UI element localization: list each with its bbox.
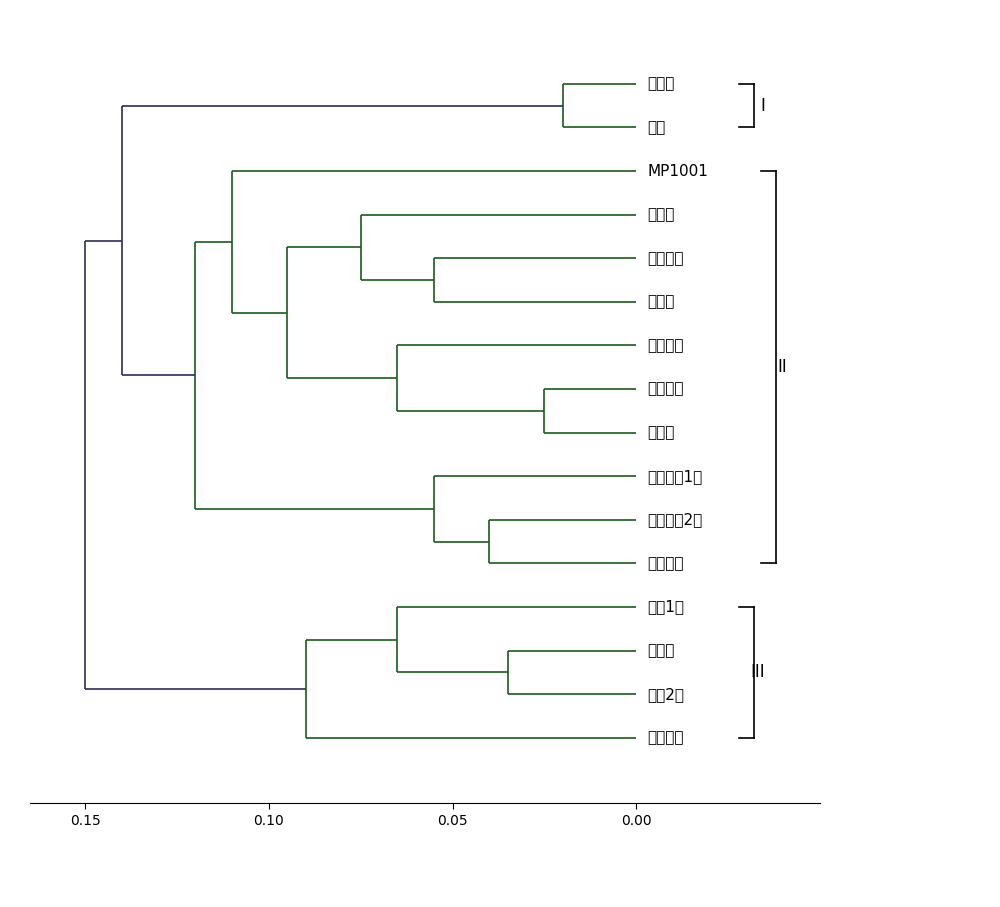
Text: I: I bbox=[760, 97, 765, 114]
Text: 四明雪芽: 四明雪芽 bbox=[647, 382, 684, 396]
Text: 安吉白茶: 安吉白茶 bbox=[647, 556, 684, 571]
Text: 中黄2号: 中黄2号 bbox=[647, 687, 684, 702]
Text: MP1001: MP1001 bbox=[647, 163, 708, 179]
Text: 越乡白茶: 越乡白茶 bbox=[647, 730, 684, 746]
Text: 花叶: 花叶 bbox=[647, 120, 666, 135]
Text: 黄金芽: 黄金芽 bbox=[647, 643, 675, 658]
Text: 景宁白茶1号: 景宁白茶1号 bbox=[647, 469, 703, 483]
Text: 安吉黄茶: 安吉黄茶 bbox=[647, 338, 684, 353]
Text: 郁金香: 郁金香 bbox=[647, 207, 675, 222]
Text: 黄叶宝: 黄叶宝 bbox=[647, 295, 675, 309]
Text: 千年雪: 千年雪 bbox=[647, 425, 675, 440]
Text: 景宁白茶2号: 景宁白茶2号 bbox=[647, 512, 703, 527]
Text: 中黄1号: 中黄1号 bbox=[647, 600, 684, 615]
Text: II: II bbox=[777, 358, 787, 376]
Text: 黄金菊: 黄金菊 bbox=[647, 76, 675, 92]
Text: III: III bbox=[750, 663, 765, 681]
Text: 天台白茶: 天台白茶 bbox=[647, 250, 684, 266]
